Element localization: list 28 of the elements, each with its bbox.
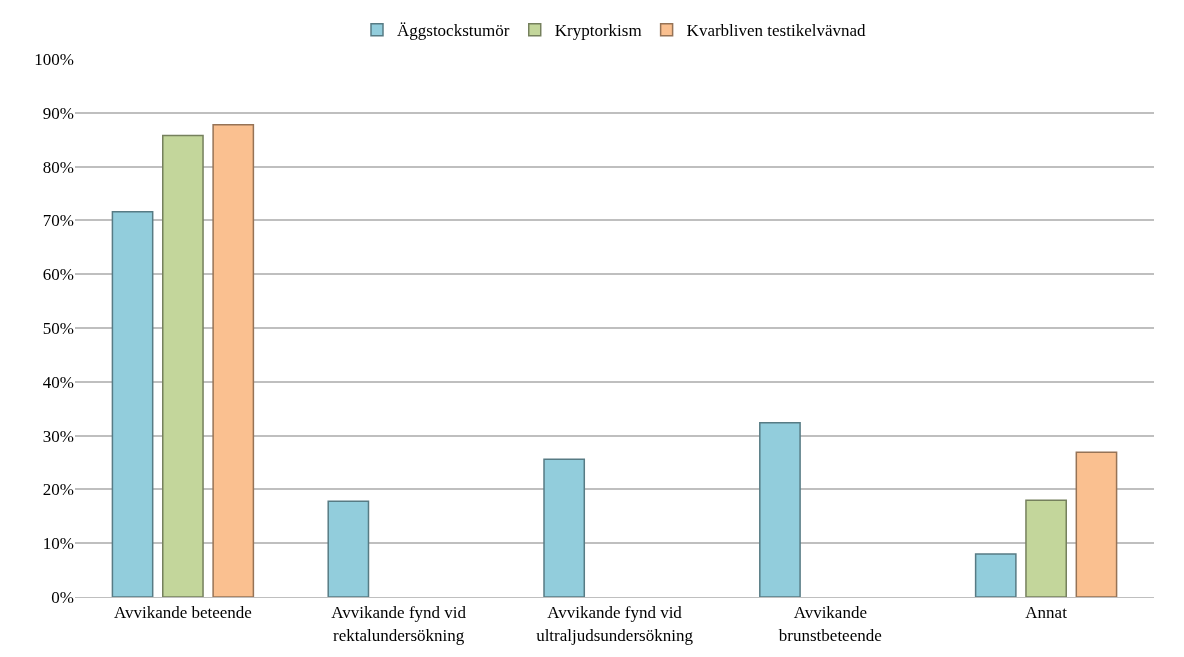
x-tick-label: Avvikande fynd vid rektalundersökning	[331, 603, 467, 645]
y-tick-label: 100%	[34, 49, 74, 69]
bar	[1075, 451, 1118, 597]
x-tick-label: Annat	[1025, 603, 1068, 623]
y-tick-label: 30%	[42, 426, 74, 446]
y-tick-label: 0%	[51, 587, 74, 607]
bar	[327, 500, 370, 597]
x-tick-label: Avvikande fynd vid ultraljudsundersökning	[536, 603, 694, 645]
y-tick-label: 10%	[42, 534, 74, 554]
legend-label: Kvarbliven testikelvävnad	[686, 21, 867, 41]
bar	[1025, 499, 1067, 597]
y-tick-label: 40%	[42, 372, 74, 392]
y-tick-label: 70%	[42, 211, 74, 231]
y-tick-label: 20%	[42, 480, 74, 500]
y-tick-label: 60%	[42, 265, 74, 285]
x-tick-label: Avvikande brunstbeteende	[778, 603, 882, 645]
bar	[212, 123, 255, 597]
x-tick-label: Avvikande beteende	[113, 603, 252, 623]
bar	[111, 211, 154, 597]
legend-label: Kryptorkism	[554, 21, 642, 41]
bar	[162, 134, 204, 597]
legend-label: Äggstockstumör	[397, 21, 510, 41]
bar	[974, 553, 1017, 597]
y-tick-label: 80%	[42, 157, 74, 177]
y-tick-label: 50%	[42, 318, 74, 338]
bar	[543, 458, 586, 597]
y-tick-label: 90%	[42, 103, 74, 123]
bar	[759, 421, 801, 597]
